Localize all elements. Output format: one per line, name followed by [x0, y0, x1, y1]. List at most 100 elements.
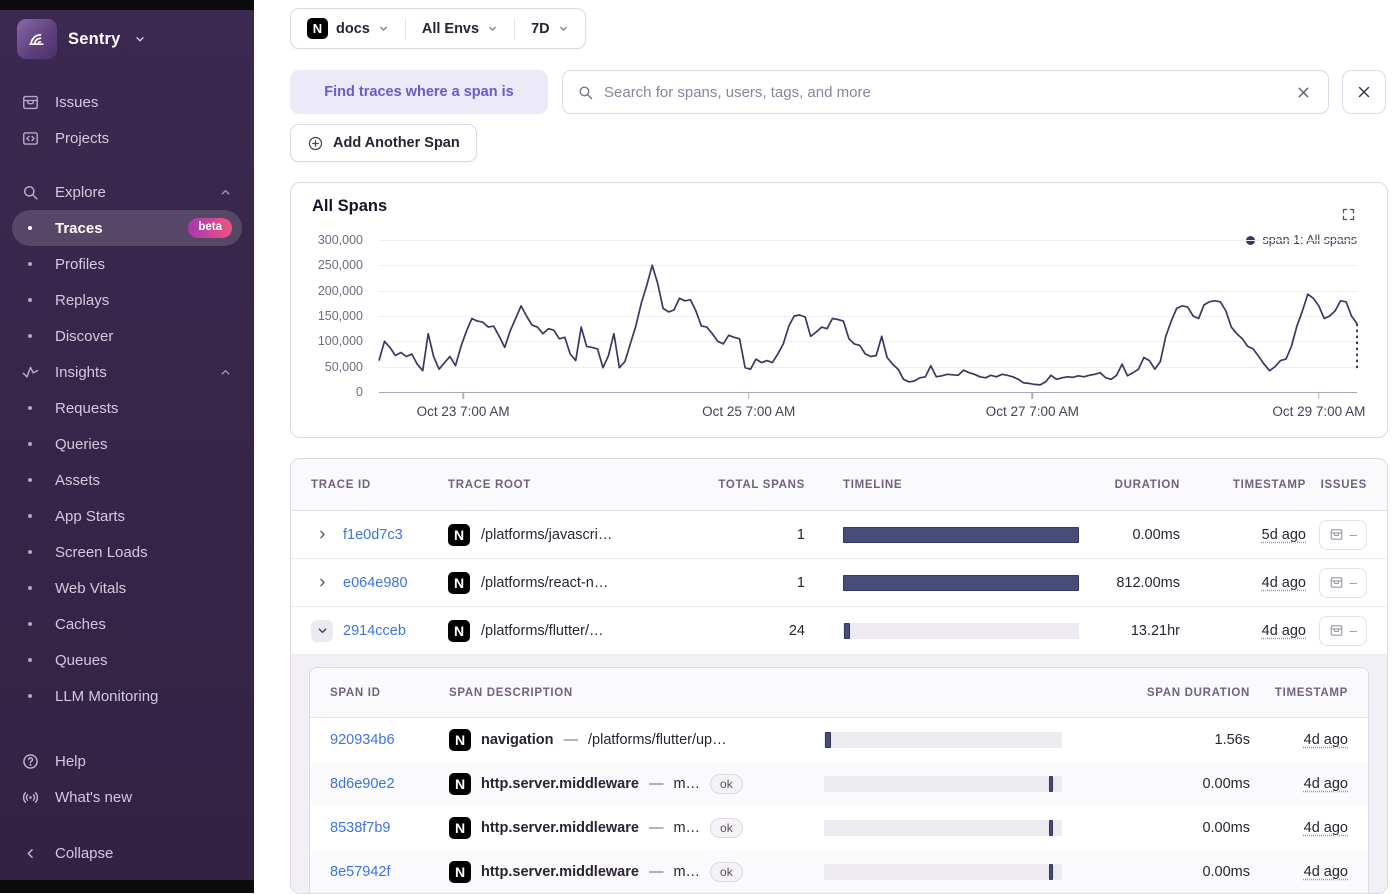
sidebar-item-llm-monitoring[interactable]: LLM Monitoring	[12, 678, 242, 714]
search-box	[562, 70, 1329, 114]
sidebar-item-screen-loads[interactable]: Screen Loads	[12, 534, 242, 570]
nextjs-icon: N	[307, 18, 328, 39]
span-timestamp-value[interactable]: 4d ago	[1303, 820, 1348, 836]
search-input[interactable]	[604, 83, 1291, 101]
gridline	[379, 240, 1357, 241]
main-content: N docs All Envs 7D Find traces where a s…	[254, 0, 1400, 894]
span-row: 8e57942f N http.server.middleware — m… o…	[310, 850, 1368, 893]
span-duration-value: 0.00ms	[1202, 776, 1250, 792]
sidebar-item-label: Web Vitals	[55, 579, 127, 597]
span-timestamp-value[interactable]: 4d ago	[1303, 776, 1348, 792]
col-span-timestamp: TIMESTAMP	[1274, 686, 1348, 699]
span-filter-chip[interactable]: Find traces where a span is	[290, 70, 548, 114]
sidebar-item-web-vitals[interactable]: Web Vitals	[12, 570, 242, 606]
sidebar-item-issues[interactable]: Issues	[12, 84, 242, 120]
trace-id-link[interactable]: e064e980	[343, 574, 408, 591]
y-tick-label: 150,000	[317, 309, 363, 323]
sidebar-item-label: Discover	[55, 327, 114, 345]
timestamp-value[interactable]: 4d ago	[1261, 622, 1306, 639]
span-id-link[interactable]: 8e57942f	[330, 864, 391, 880]
issues-count-button[interactable]: –	[1318, 567, 1367, 598]
search-icon	[577, 84, 594, 101]
separator: —	[648, 820, 664, 836]
chevron-up-icon[interactable]	[219, 366, 232, 379]
broadcast-icon	[18, 788, 42, 807]
bullet-icon	[18, 478, 42, 482]
sidebar-item-assets[interactable]: Assets	[12, 462, 242, 498]
sidebar-section-insights[interactable]: Insights	[12, 354, 242, 390]
clear-search-icon[interactable]	[1291, 80, 1316, 105]
org-name: Sentry	[68, 29, 121, 48]
expanded-trace-region: SPAN ID SPAN DESCRIPTION SPAN DURATION T…	[291, 655, 1387, 893]
plus-circle-icon	[307, 135, 324, 152]
sidebar-item-caches[interactable]: Caches	[12, 606, 242, 642]
duration-value: 13.21hr	[1130, 622, 1180, 639]
span-id-link[interactable]: 920934b6	[330, 732, 395, 748]
chevron-down-icon[interactable]	[311, 619, 333, 642]
y-tick-label: 100,000	[317, 334, 363, 349]
span-timeline-bar	[824, 820, 1062, 836]
chevron-right-icon[interactable]	[311, 572, 333, 594]
issues-count-button[interactable]: –	[1318, 615, 1367, 646]
date-range-filter[interactable]: 7D	[515, 9, 585, 48]
sidebar-item-queries[interactable]: Queries	[12, 426, 242, 462]
span-id-link[interactable]: 8d6e90e2	[330, 776, 395, 792]
x-tick-label: Oct 23 7:00 AM	[416, 404, 510, 419]
nextjs-icon: N	[448, 571, 470, 594]
span-duration-value: 1.56s	[1214, 732, 1250, 748]
span-op: http.server.middleware	[481, 776, 639, 792]
trace-id-link[interactable]: 2914cceb	[343, 622, 406, 639]
sidebar-footer: Help What's new Collapse	[12, 743, 242, 871]
trace-id-link[interactable]: f1e0d7c3	[343, 526, 403, 543]
issues-count-button[interactable]: –	[1318, 519, 1367, 550]
chevron-up-icon[interactable]	[219, 186, 232, 199]
project-filter[interactable]: N docs	[291, 9, 405, 48]
sidebar-item-label: App Starts	[55, 507, 126, 525]
page-filter-bar: N docs All Envs 7D	[290, 8, 586, 49]
gridline	[379, 290, 1357, 292]
sidebar-item-label: Profiles	[55, 255, 106, 273]
sidebar-item-label: Replays	[55, 291, 110, 309]
sidebar-item-projects[interactable]: Projects	[12, 120, 242, 156]
timestamp-value[interactable]: 5d ago	[1261, 526, 1306, 543]
sidebar-item-help[interactable]: Help	[12, 743, 242, 779]
x-tick	[462, 393, 464, 399]
sidebar-item-collapse[interactable]: Collapse	[12, 835, 242, 871]
col-duration: DURATION	[1114, 478, 1180, 491]
sidebar-item-discover[interactable]: Discover	[12, 318, 242, 354]
sidebar-item-profiles[interactable]: Profiles	[12, 246, 242, 282]
span-duration-value: 0.00ms	[1202, 864, 1250, 880]
timeline-bar	[843, 574, 1079, 591]
remove-span-condition-button[interactable]	[1342, 70, 1386, 114]
add-another-span-button[interactable]: Add Another Span	[290, 124, 477, 162]
timestamp-value[interactable]: 4d ago	[1261, 574, 1306, 591]
sidebar-item-whats-new[interactable]: What's new	[12, 779, 242, 815]
date-range-value: 7D	[531, 20, 550, 37]
timeline-bar	[843, 622, 1079, 639]
sidebar-item-traces[interactable]: Traces beta	[12, 210, 242, 246]
sidebar-item-queues[interactable]: Queues	[12, 642, 242, 678]
bullet-icon	[18, 334, 42, 338]
span-timestamp-value[interactable]: 4d ago	[1303, 864, 1348, 880]
sidebar-item-replays[interactable]: Replays	[12, 282, 242, 318]
fullscreen-icon[interactable]	[1341, 207, 1356, 222]
chart-plot-area[interactable]	[378, 240, 1358, 393]
sidebar-item-app-starts[interactable]: App Starts	[12, 498, 242, 534]
org-switcher[interactable]: Sentry	[0, 0, 254, 62]
col-total-spans: TOTAL SPANS	[718, 478, 805, 491]
environment-filter[interactable]: All Envs	[406, 9, 514, 48]
sidebar-section-label: Insights	[55, 363, 107, 381]
sidebar-section-explore[interactable]: Explore	[12, 174, 242, 210]
sidebar-item-requests[interactable]: Requests	[12, 390, 242, 426]
span-id-link[interactable]: 8538f7b9	[330, 820, 391, 836]
col-span-description: SPAN DESCRIPTION	[449, 686, 573, 699]
x-tick-label: Oct 29 7:00 AM	[1272, 404, 1366, 419]
x-axis-labels: Oct 23 7:00 AM Oct 25 7:00 AM Oct 27 7:00 …	[379, 392, 1365, 426]
bullet-icon	[18, 298, 42, 302]
gridline	[379, 366, 1357, 368]
beta-badge: beta	[188, 217, 232, 239]
bullet-icon	[18, 262, 42, 266]
chevron-right-icon[interactable]	[311, 524, 333, 546]
span-timestamp-value[interactable]: 4d ago	[1303, 732, 1348, 748]
sidebar-item-label: Traces	[55, 219, 103, 237]
